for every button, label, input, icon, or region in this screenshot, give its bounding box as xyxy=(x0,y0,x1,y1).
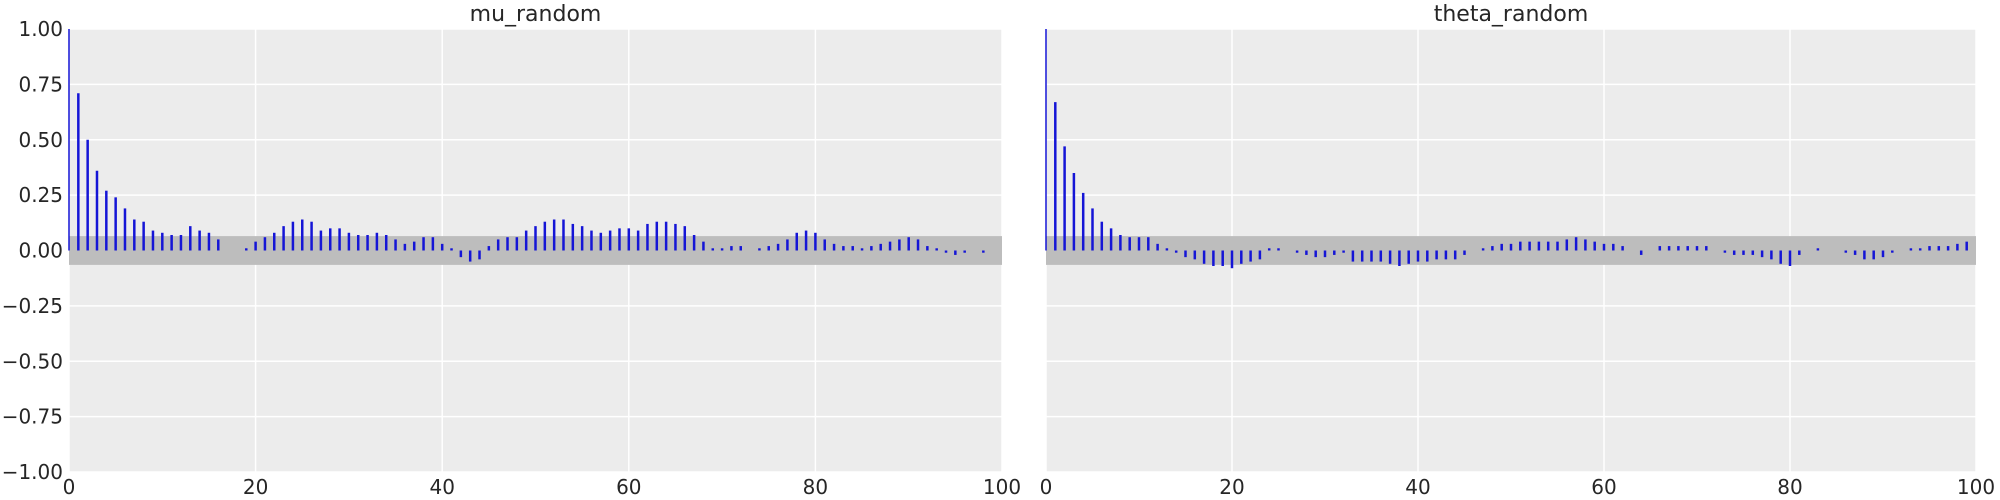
x-tick-label: 20 xyxy=(243,475,268,499)
mu-random-panel: mu_random 0 20 40 60 80 100 1.00 0.75 0.50 0.25 0.0… xyxy=(2,2,1021,499)
y-tick-label: 0.75 xyxy=(18,72,63,96)
x-tick-label: 100 xyxy=(983,475,1021,499)
y-tick-label: −1.00 xyxy=(2,460,63,484)
x-tick-label: 0 xyxy=(1040,475,1053,499)
y-tick-label: 1.00 xyxy=(18,17,63,41)
theta-random-panel: theta_random 0 20 40 60 80 100 xyxy=(1040,2,1995,499)
panel-title: theta_random xyxy=(1434,2,1589,27)
y-tick-label: 0.50 xyxy=(18,128,63,152)
x-tick-label: 60 xyxy=(616,475,641,499)
x-tick-label: 60 xyxy=(1591,475,1616,499)
x-tick-label: 40 xyxy=(429,475,454,499)
x-tick-label: 80 xyxy=(1777,475,1802,499)
y-tick-label: −0.75 xyxy=(2,405,63,429)
x-tick-label: 20 xyxy=(1219,475,1244,499)
y-tick-label: −0.25 xyxy=(2,294,63,318)
y-tick-label: 0.00 xyxy=(18,239,63,263)
y-tick-label: 0.25 xyxy=(18,183,63,207)
panel-title: mu_random xyxy=(470,2,602,27)
x-tick-label: 80 xyxy=(803,475,828,499)
x-tick-label: 40 xyxy=(1405,475,1430,499)
x-tick-label: 100 xyxy=(1957,475,1995,499)
x-tick-label: 0 xyxy=(63,475,76,499)
y-tick-label: −0.50 xyxy=(2,349,63,373)
